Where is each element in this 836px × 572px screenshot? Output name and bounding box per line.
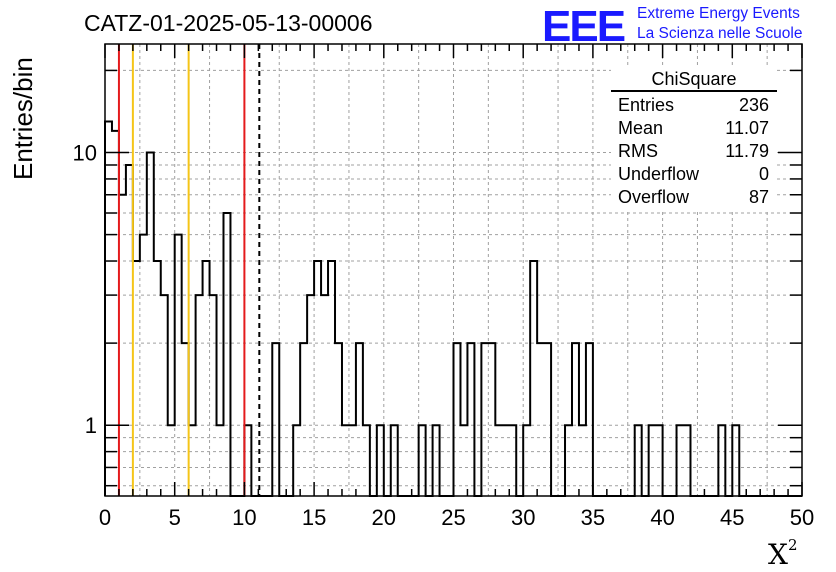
stats-box: ChiSquare Entries 236 Mean 11.07 RMS 11.79 …	[611, 68, 777, 209]
x-tick-label: 0	[99, 505, 111, 530]
x-tick-label: 50	[790, 505, 814, 530]
x-tick-label: 40	[650, 505, 674, 530]
stats-header: ChiSquare	[611, 68, 777, 92]
x-tick-label: 20	[372, 505, 396, 530]
x-tick-label: 15	[302, 505, 326, 530]
stats-row-rms: RMS 11.79	[618, 141, 769, 161]
logo-line-1: Extreme Energy Events	[637, 5, 800, 22]
stats-row-entries: Entries 236	[618, 95, 769, 115]
histogram-line	[104, 120, 802, 497]
x-tick-label: 10	[232, 505, 256, 530]
x-tick-label: 35	[581, 505, 605, 530]
stats-row-mean: Mean 11.07	[618, 118, 769, 138]
x-tick-label: 30	[511, 505, 535, 530]
y-axis-label: Entries/bin	[8, 57, 38, 180]
x-axis-label: X2	[768, 535, 798, 571]
x-tick-label: 45	[720, 505, 744, 530]
chart-title: CATZ-01-2025-05-13-00006	[84, 10, 373, 36]
y-tick-label: 10	[73, 141, 97, 166]
y-tick-label: 1	[85, 413, 97, 438]
eee-logo: EEE	[542, 2, 626, 51]
stats-row-underflow: Underflow 0	[618, 164, 769, 184]
logo-line-2: La Scienza nelle Scuole	[637, 25, 803, 42]
x-tick-label: 25	[441, 505, 465, 530]
stats-row-overflow: Overflow 87	[618, 187, 769, 207]
x-tick-label: 5	[169, 505, 181, 530]
